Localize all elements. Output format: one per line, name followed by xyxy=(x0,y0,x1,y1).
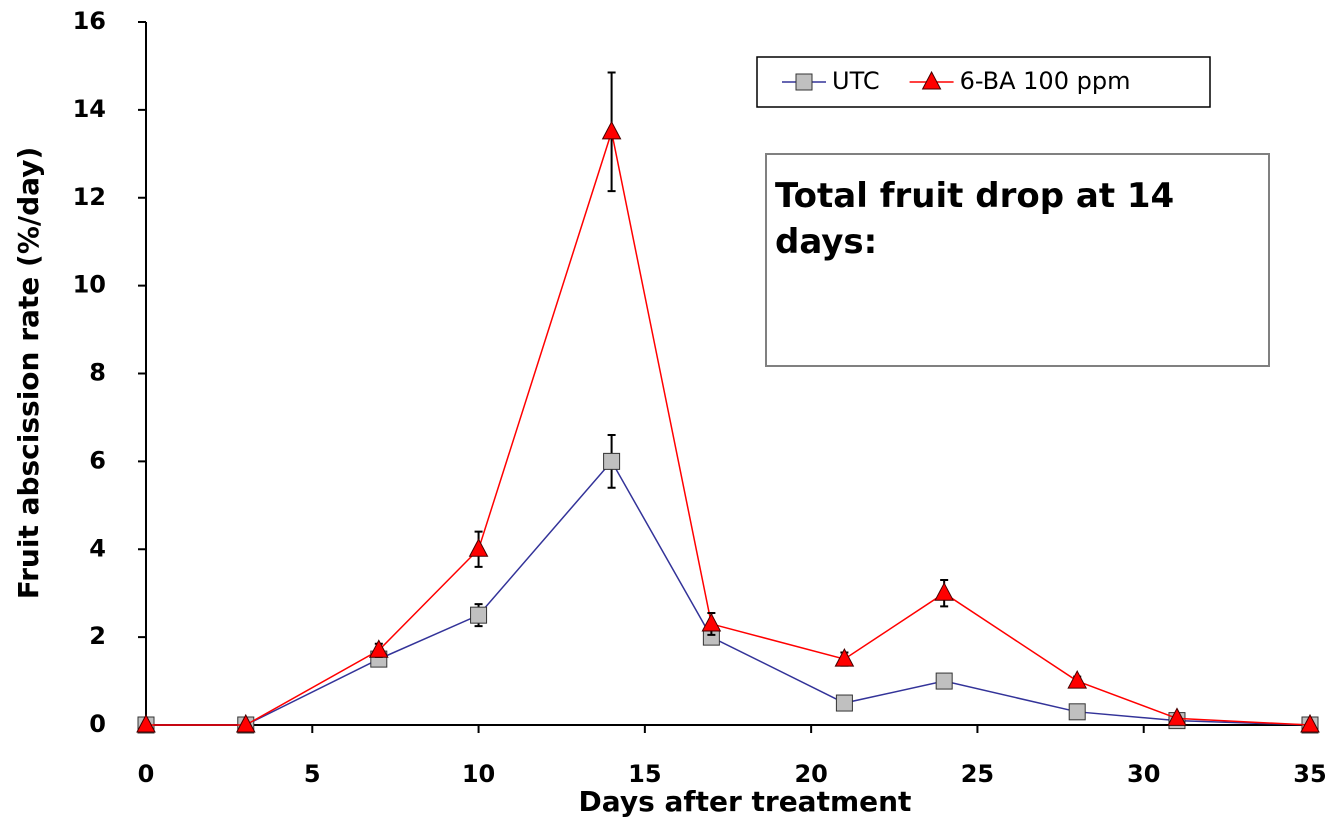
x-tick-label: 35 xyxy=(1293,760,1326,788)
y-tick-label: 0 xyxy=(89,710,106,738)
legend-box xyxy=(756,56,1211,108)
y-tick-label: 16 xyxy=(73,7,106,35)
x-tick-label: 0 xyxy=(138,760,155,788)
x-tick-label: 5 xyxy=(304,760,321,788)
y-tick-label: 10 xyxy=(73,271,106,299)
series-line xyxy=(146,460,1311,726)
point xyxy=(470,606,488,624)
legend-label: 6-BA 100 ppm xyxy=(960,67,1131,95)
y-tick-label: 12 xyxy=(73,183,106,211)
point xyxy=(834,648,855,667)
point xyxy=(468,538,489,557)
point xyxy=(1067,669,1088,689)
point xyxy=(934,582,955,601)
point xyxy=(601,120,622,140)
point xyxy=(235,713,256,733)
x-tick-label: 30 xyxy=(1127,760,1160,788)
y-tick-label: 6 xyxy=(89,446,106,474)
point xyxy=(1068,703,1086,721)
y-tick-label: 8 xyxy=(89,359,106,387)
x-tick-label: 20 xyxy=(794,760,827,788)
x-tick-label: 15 xyxy=(628,760,661,788)
point xyxy=(1167,707,1187,726)
legend-label: UTC xyxy=(832,67,880,95)
annotation: Total fruit drop at 14 days: xyxy=(765,153,1270,367)
x-axis-label: Days after treatment xyxy=(579,785,912,818)
point xyxy=(136,713,156,733)
point xyxy=(935,672,953,690)
y-tick-label: 2 xyxy=(89,622,106,650)
point xyxy=(1300,713,1320,733)
x-tick-label: 10 xyxy=(462,760,495,788)
point xyxy=(603,452,621,470)
y-axis-label: Fruit abscission rate (%/day) xyxy=(12,147,45,599)
y-tick-label: 14 xyxy=(73,95,106,123)
legend-marker xyxy=(795,73,813,91)
legend-marker xyxy=(921,70,942,90)
point xyxy=(835,694,853,712)
y-tick-label: 4 xyxy=(89,534,106,562)
point xyxy=(701,612,722,632)
point xyxy=(368,639,389,658)
x-tick-label: 25 xyxy=(961,760,994,788)
